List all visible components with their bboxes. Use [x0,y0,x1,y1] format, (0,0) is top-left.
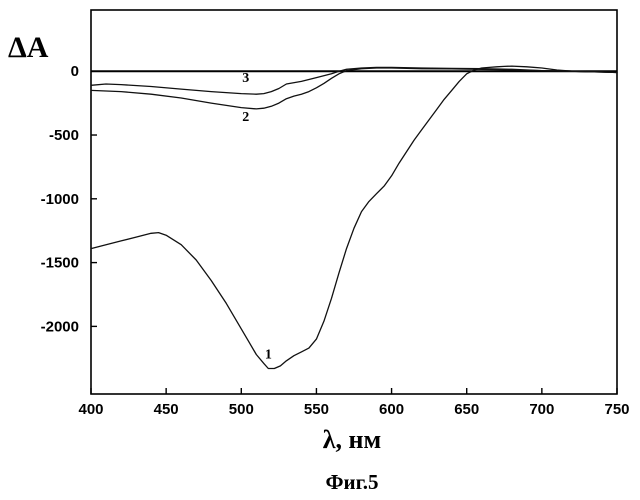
x-tick-label: 750 [604,401,629,418]
y-tick-label: -500 [49,127,79,144]
y-tick-label: -1500 [41,255,79,272]
x-axis-title: λ, нм [323,425,381,454]
x-tick-label: 650 [454,401,479,418]
x-tick-label: 700 [529,401,554,418]
x-tick-label: 500 [229,401,254,418]
x-tick-label: 450 [154,401,179,418]
x-tick-label: 400 [78,401,103,418]
x-tick-label: 600 [379,401,404,418]
curve-label-2: 2 [242,110,249,125]
x-tick-label: 550 [304,401,329,418]
curve-label-3: 3 [242,71,249,86]
figure-caption: Фиг.5 [325,470,378,494]
curve-label-1: 1 [265,347,272,362]
series-line-1 [91,66,617,368]
y-tick-label: -1000 [41,191,79,208]
y-tick-label: -2000 [41,318,79,335]
y-axis-title: ΔA [8,31,49,64]
y-tick-label: 0 [71,63,79,80]
